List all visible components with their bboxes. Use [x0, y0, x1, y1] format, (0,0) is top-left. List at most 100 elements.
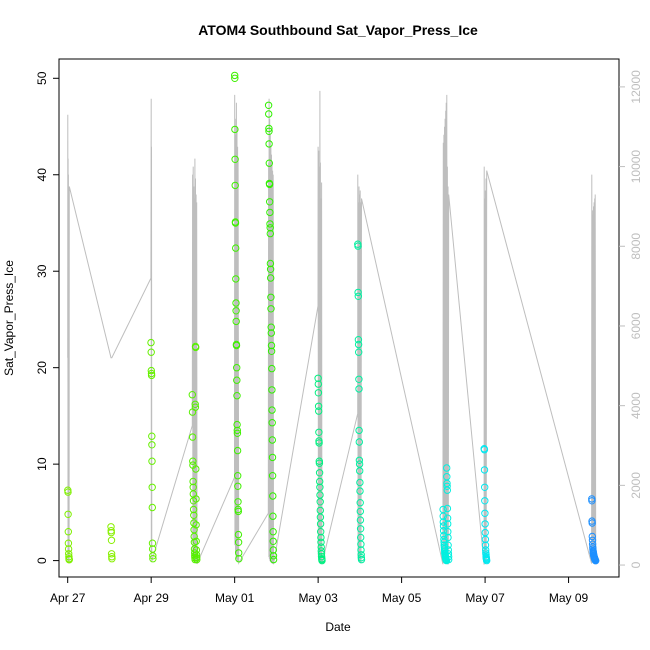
series-3	[188, 342, 201, 564]
data-point	[314, 380, 322, 388]
data-point	[354, 288, 362, 297]
data-point	[232, 275, 240, 283]
data-point	[439, 522, 448, 530]
data-point	[269, 512, 277, 520]
data-point	[233, 364, 241, 372]
y2-tick-label: 6000	[629, 312, 643, 339]
data-point	[354, 336, 363, 344]
data-point	[357, 555, 366, 564]
data-point	[316, 483, 324, 491]
data-point	[357, 546, 365, 554]
series-6	[314, 374, 326, 565]
data-point	[443, 514, 452, 522]
data-point	[266, 265, 275, 273]
data-point	[64, 488, 72, 496]
y2-tick-label: 8000	[629, 233, 643, 260]
data-point	[147, 348, 155, 356]
data-point	[354, 292, 362, 300]
x-tick-label: Apr 27	[50, 591, 86, 605]
data-point	[231, 219, 240, 227]
data-point	[481, 497, 489, 505]
data-point	[189, 457, 197, 465]
x-tick-label: May 07	[465, 591, 505, 605]
data-point	[192, 521, 200, 529]
data-point	[355, 438, 363, 446]
data-point	[148, 432, 156, 440]
data-point	[233, 392, 241, 400]
data-point	[233, 429, 242, 437]
data-point	[356, 516, 365, 524]
data-point	[354, 340, 363, 349]
data-point	[107, 536, 116, 544]
data-point	[266, 229, 274, 238]
data-point	[317, 538, 325, 546]
data-point	[234, 472, 242, 480]
data-point	[481, 541, 490, 549]
data-point	[148, 483, 156, 491]
data-point	[266, 208, 274, 217]
data-point	[189, 477, 197, 486]
x-tick-label: May 09	[549, 591, 589, 605]
data-point	[192, 465, 200, 473]
data-point	[356, 478, 364, 487]
data-point	[481, 520, 489, 528]
data-point	[232, 341, 241, 350]
data-point	[483, 556, 491, 565]
data-point	[444, 533, 452, 542]
data-point	[355, 426, 363, 435]
data-point	[233, 426, 242, 435]
data-point	[190, 511, 198, 519]
data-point	[107, 550, 116, 558]
axes-layer: 0 10 20 30 40 50 0 2000 4000 6000 8000 10000 12000 Ap…	[35, 58, 643, 605]
data-point	[231, 155, 239, 164]
data-point	[233, 420, 241, 429]
data-point	[148, 539, 157, 547]
data-point	[265, 110, 273, 118]
data-point	[193, 555, 201, 564]
data-point	[231, 125, 239, 134]
data-point	[235, 549, 243, 557]
data-point	[315, 469, 324, 477]
x-tick-label: May 01	[215, 591, 255, 605]
data-point	[265, 124, 273, 133]
y2-tick-label: 4000	[629, 392, 643, 419]
data-point	[265, 127, 273, 136]
data-point	[269, 537, 277, 545]
data-point	[444, 520, 452, 528]
data-point	[191, 400, 199, 408]
data-point	[316, 520, 325, 528]
data-point	[355, 348, 363, 356]
data-point	[316, 477, 324, 486]
data-point	[267, 305, 275, 313]
data-point	[148, 441, 156, 449]
data-point	[444, 528, 452, 536]
data-point	[480, 466, 489, 474]
data-point	[233, 446, 242, 455]
data-point	[64, 539, 73, 547]
data-point	[231, 74, 239, 83]
data-point	[318, 556, 326, 565]
series-4	[231, 71, 243, 563]
data-point	[317, 528, 325, 536]
data-point	[266, 198, 274, 206]
data-point	[268, 453, 277, 462]
data-point	[264, 101, 273, 110]
series-9	[480, 445, 491, 565]
data-point	[234, 482, 242, 490]
data-point	[355, 456, 364, 464]
data-point	[231, 71, 239, 80]
data-point	[267, 293, 275, 301]
series-1	[107, 523, 116, 563]
chart-title: ATOM4 Southbound Sat_Vapor_Press_Ice	[198, 22, 478, 38]
data-point	[357, 551, 365, 559]
data-point	[266, 220, 274, 228]
data-point	[588, 519, 596, 527]
data-point	[356, 507, 364, 516]
data-point	[265, 180, 274, 189]
data-point	[147, 371, 156, 380]
data-point	[481, 535, 490, 544]
series-10	[588, 495, 600, 565]
data-point	[265, 159, 273, 167]
data-point	[108, 555, 116, 563]
